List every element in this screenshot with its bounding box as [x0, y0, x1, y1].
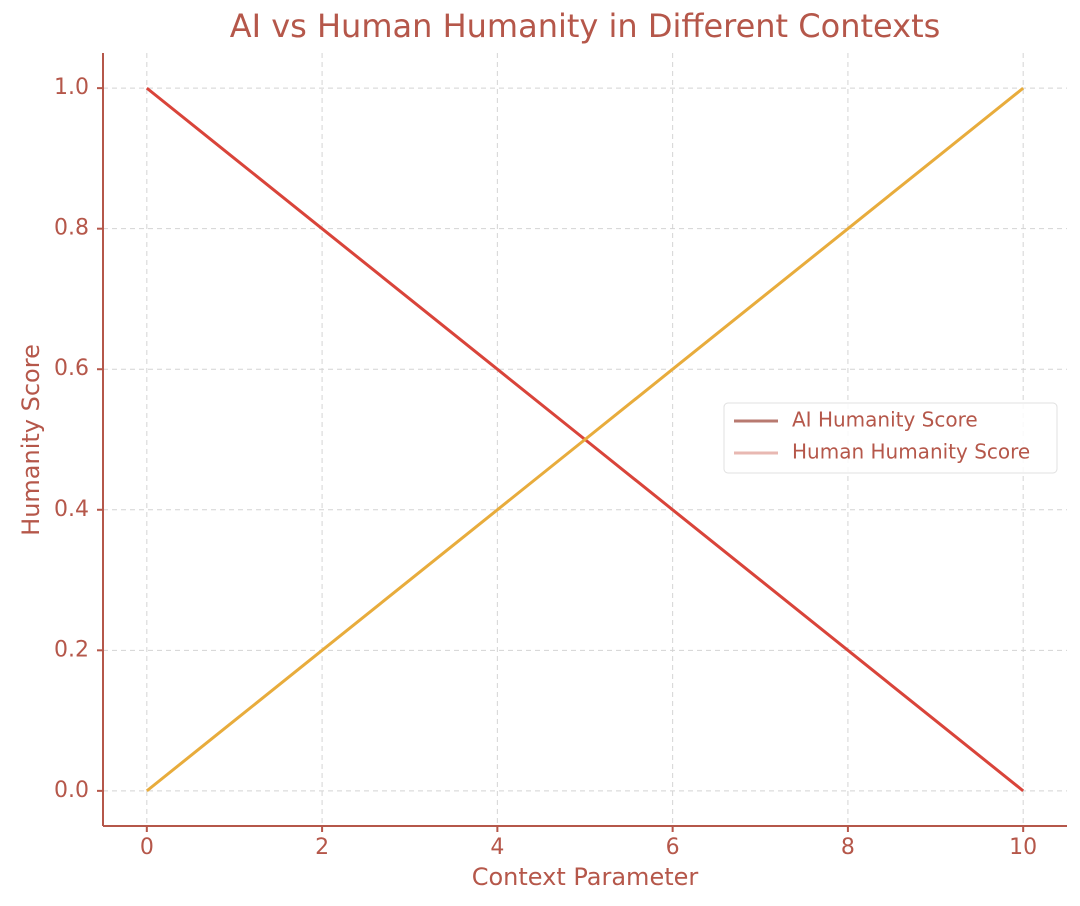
y-tick-label: 0.0 — [54, 778, 89, 803]
x-tick-label: 10 — [1009, 835, 1037, 860]
x-tick-label: 0 — [140, 835, 154, 860]
data-line — [145, 86, 1025, 793]
legend-box — [723, 402, 1058, 474]
x-tick-label: 4 — [490, 835, 504, 860]
y-axis-label: Humanity Score — [17, 344, 45, 536]
y-tick-label: 0.6 — [54, 356, 89, 381]
x-tick-label: 2 — [315, 835, 329, 860]
legend-label: AI Humanity Score — [792, 408, 978, 432]
y-tick-label: 0.4 — [54, 497, 89, 522]
chart-title: AI vs Human Humanity in Different Contex… — [230, 7, 941, 45]
x-axis-label: Context Parameter — [472, 863, 699, 891]
y-tick-label: 1.0 — [54, 75, 89, 100]
legend-label: Human Humanity Score — [792, 440, 1030, 464]
y-tick-label: 0.8 — [54, 216, 89, 241]
y-tick-label: 0.2 — [54, 637, 89, 662]
x-tick-label: 8 — [841, 835, 855, 860]
x-tick-label: 6 — [666, 835, 680, 860]
